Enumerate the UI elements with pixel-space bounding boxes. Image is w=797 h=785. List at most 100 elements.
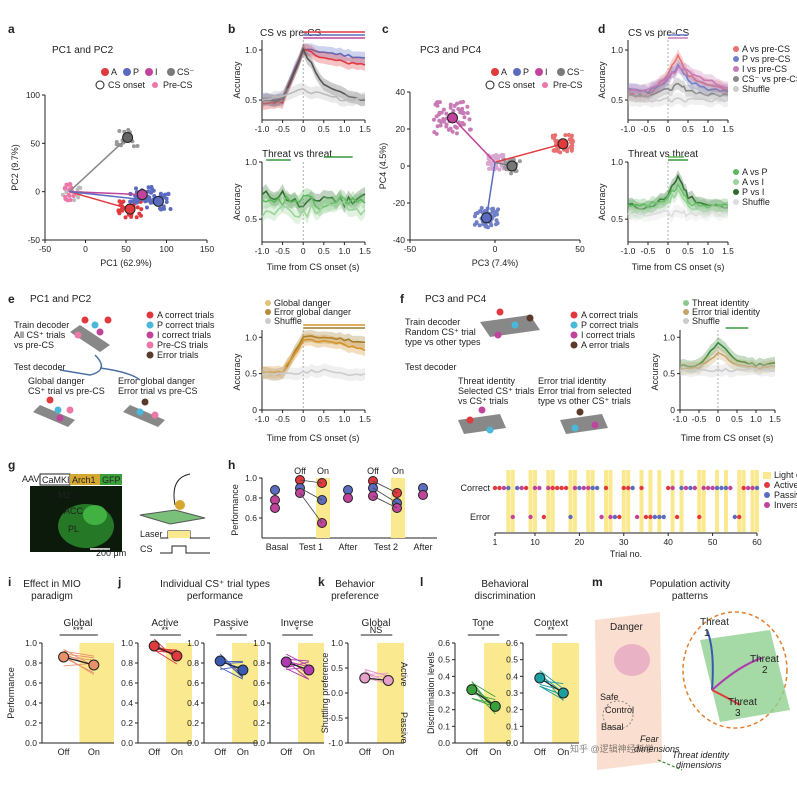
x-tick-label: 50 — [575, 244, 585, 254]
legend-label: I vs pre-CS — [742, 64, 787, 74]
trial-dot — [581, 485, 587, 491]
y-tick-label: 1.0 — [245, 157, 257, 167]
scatter-point — [123, 215, 128, 220]
centroid — [506, 160, 518, 172]
series-line — [261, 48, 366, 105]
legend-marker — [733, 76, 739, 82]
y-tick-label: 0.0 — [506, 738, 518, 748]
y-tick-label: 1.0 — [121, 638, 133, 648]
y-tick-label: 1.0 — [253, 638, 265, 648]
scatter-point — [158, 191, 163, 196]
mean-point — [359, 672, 371, 684]
trial-dot — [599, 514, 604, 520]
panel-m-title: patterns — [672, 591, 708, 602]
x-tick-label: 20 — [575, 537, 585, 547]
x-tick-label: Off — [534, 747, 546, 757]
panel-label-b: b — [228, 22, 236, 36]
y-axis-label: Performance — [230, 484, 240, 536]
diagram-dot — [496, 308, 504, 316]
scatter-point — [570, 143, 575, 148]
scatter-point — [491, 206, 496, 211]
trial-dot — [519, 485, 524, 491]
trial-dot — [754, 485, 760, 491]
legend-label: CS onset — [108, 80, 146, 90]
light-on-shade — [572, 470, 577, 532]
trial-dot — [559, 485, 564, 491]
scatter-point — [494, 218, 499, 223]
panel-label-e: e — [8, 292, 15, 306]
series-line — [627, 209, 729, 218]
x-tick-label: 0.5 — [318, 246, 330, 256]
y-tick-label: 0.5 — [611, 95, 623, 105]
light-on-shade — [750, 470, 755, 532]
x-tick-label: 1.0 — [338, 124, 350, 134]
scatter-point — [509, 171, 514, 176]
y-tick-label: 0.8 — [187, 658, 199, 668]
x-group-label: After — [338, 542, 357, 552]
diagram-dot — [576, 408, 584, 416]
raster-row-label: Error — [470, 512, 490, 522]
x-tick-label: 0.5 — [731, 414, 743, 424]
legend-marker — [123, 68, 131, 76]
scatter-point — [439, 110, 444, 115]
legend-label: P correct trials — [157, 320, 215, 330]
scatter-point — [72, 198, 77, 203]
y-tick-label: 0.4 — [187, 698, 199, 708]
x-tick-label: 1.0 — [750, 414, 762, 424]
y-axis-label: Accuracy — [650, 353, 660, 391]
scatter-point — [467, 117, 472, 122]
x-tick-label: 0 — [716, 414, 721, 424]
trial-dot — [497, 485, 502, 491]
scatter-point — [491, 209, 496, 214]
pair-line — [299, 479, 323, 484]
trajectory-line — [485, 162, 496, 218]
significance-label: * — [229, 625, 233, 635]
subplot-title: Passive — [213, 618, 248, 629]
danger-cluster — [614, 644, 650, 676]
panel-e-title: PC1 and PC2 — [30, 294, 92, 305]
x-axis-label: Trial no. — [610, 549, 642, 559]
light-on-shade — [755, 470, 759, 532]
y-tick-label: 0.8 — [245, 493, 257, 503]
scatter-point — [489, 163, 494, 168]
y-tick-label: 0 — [35, 187, 40, 197]
laser-on-shade — [168, 531, 190, 538]
mean-point — [280, 656, 292, 668]
legend-label: CS onset — [498, 80, 536, 90]
scatter-point — [149, 190, 154, 195]
legend-label: Shuffle — [742, 84, 770, 94]
legend-marker — [570, 341, 578, 349]
x-tick-label: 50 — [121, 244, 131, 254]
series-line — [261, 46, 366, 102]
data-point — [270, 485, 280, 495]
x-tick-label: 0 — [301, 124, 306, 134]
y-tick-label: 0.0 — [121, 738, 133, 748]
trial-dot — [674, 514, 680, 520]
x-tick-label: -0.5 — [641, 124, 656, 134]
legend-label: A error trials — [581, 340, 630, 350]
cs-onset-marker — [95, 80, 105, 90]
y-tick-label: 0.0 — [253, 738, 265, 748]
x-tick-label: 1.5 — [359, 414, 371, 424]
scatter-point — [437, 118, 442, 123]
g-pl-label: PL — [68, 524, 79, 534]
y-tick-label: 0.2 — [121, 718, 133, 728]
panel-j-title: Individual CS⁺ trial types — [160, 579, 270, 590]
light-on-shade — [657, 470, 662, 532]
trial-dot — [612, 514, 618, 520]
legend-marker — [265, 318, 271, 324]
panel-d-bottom-title: Threat vs threat — [628, 149, 698, 160]
scatter-point — [76, 195, 81, 200]
x-group-label: After — [413, 542, 432, 552]
scatter-point — [459, 109, 464, 114]
scatter-point — [75, 187, 80, 192]
scatter-point — [134, 186, 139, 191]
series-line — [679, 341, 776, 368]
x-tick-label: 1.5 — [769, 414, 781, 424]
onoff-label: On — [392, 466, 404, 476]
legend-label: P — [133, 67, 139, 77]
arena-diagram — [139, 509, 206, 525]
y-tick-label: 0.8 — [121, 658, 133, 668]
subplot-title: Global — [64, 618, 93, 629]
light-on-shade — [546, 470, 551, 532]
